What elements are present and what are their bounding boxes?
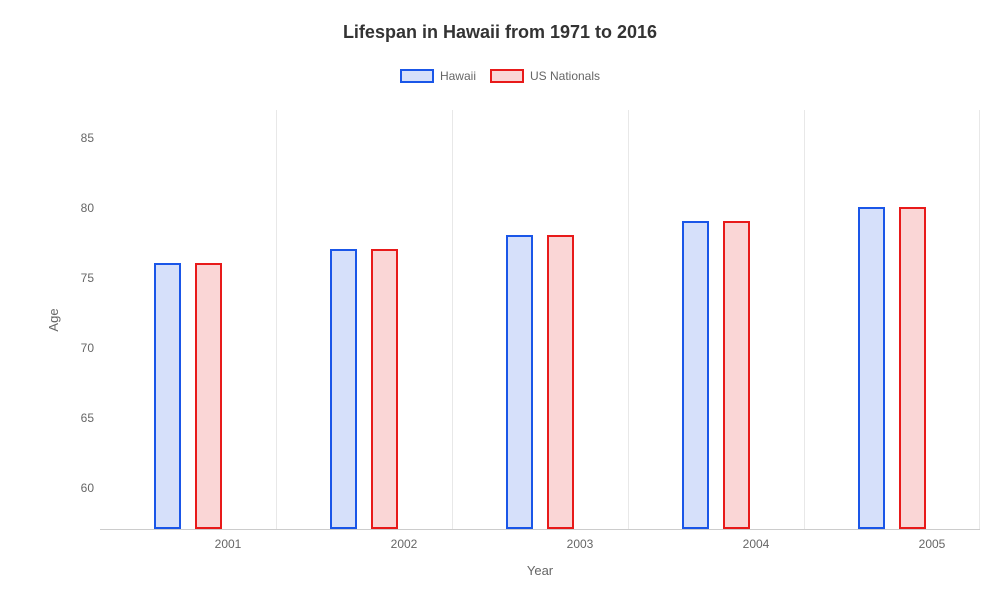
y-tick: 70: [81, 341, 94, 355]
legend-swatch: [490, 69, 524, 83]
y-axis-label: Age: [46, 308, 61, 331]
legend-item: US Nationals: [490, 69, 600, 83]
bar: [682, 221, 709, 529]
legend-label: US Nationals: [530, 69, 600, 83]
bar: [858, 207, 885, 529]
legend-swatch: [400, 69, 434, 83]
y-tick: 75: [81, 271, 94, 285]
legend: Hawaii US Nationals: [0, 69, 1000, 83]
plot-grid: 20012002200320042005 Year: [100, 110, 980, 530]
legend-item: Hawaii: [400, 69, 476, 83]
y-tick: 60: [81, 481, 94, 495]
y-tick: 65: [81, 411, 94, 425]
x-axis-label: Year: [527, 563, 553, 578]
x-tick: 2002: [391, 537, 418, 551]
plot-area: 606570758085 Age 20012002200320042005 Ye…: [60, 110, 980, 530]
bar: [547, 235, 574, 529]
chart-title: Lifespan in Hawaii from 1971 to 2016: [0, 0, 1000, 43]
x-axis: 2001 2002 2003 2004 2005: [140, 529, 980, 559]
legend-label: Hawaii: [440, 69, 476, 83]
bar: [899, 207, 926, 529]
y-axis: 60 65 70 75 80 85: [60, 110, 100, 530]
y-tick: 80: [81, 201, 94, 215]
bar: [506, 235, 533, 529]
bar: [723, 221, 750, 529]
x-tick: 2003: [567, 537, 594, 551]
x-tick: 2004: [743, 537, 770, 551]
x-tick: 2001: [215, 537, 242, 551]
bar-container: [100, 110, 980, 529]
bar: [371, 249, 398, 529]
bar: [195, 263, 222, 529]
x-tick: 2005: [919, 537, 946, 551]
bar: [330, 249, 357, 529]
bar: [154, 263, 181, 529]
y-tick: 85: [81, 131, 94, 145]
